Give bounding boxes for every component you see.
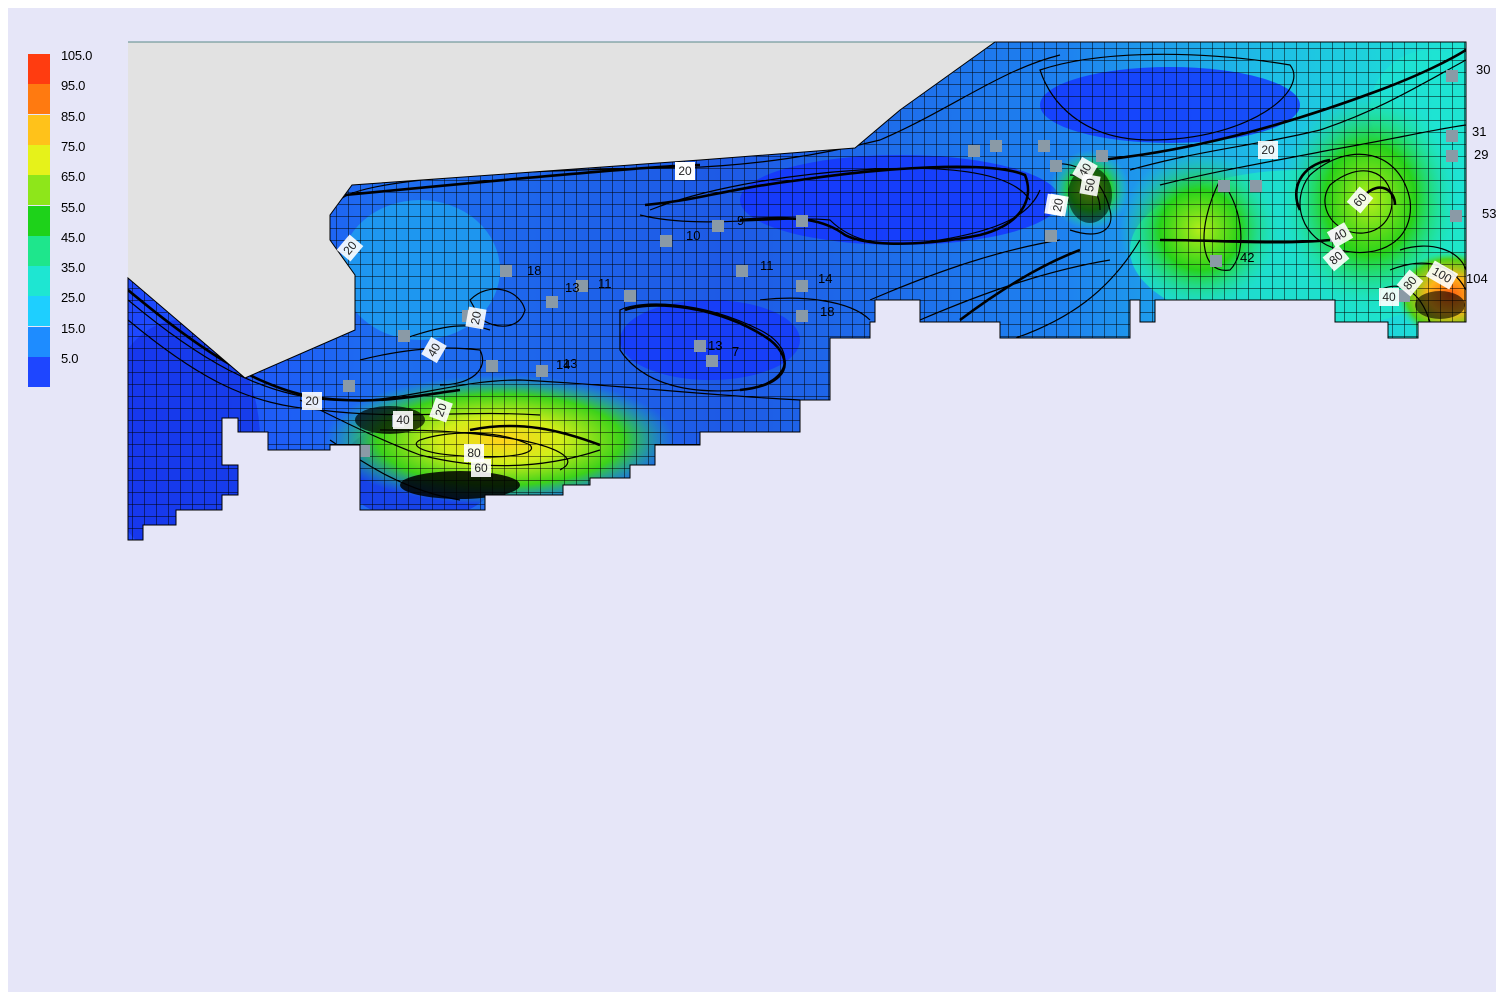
contour-tag-text: 40 [425,340,444,359]
legend-label: 55.0 [61,199,86,215]
contour-tag-text: 40 [396,413,410,427]
legend-swatch [28,144,50,175]
well-value-label: 14 [556,357,570,372]
legend-swatch [28,175,50,206]
well-value-label: 10 [686,228,700,243]
contour-tag-text: 20 [468,310,484,326]
legend-swatch [28,54,50,84]
well-value-label: 13 [565,280,579,295]
well-value-label: 14 [818,271,832,286]
contour-tag-text: 80 [467,446,481,460]
no-data-area [128,42,995,378]
well-value-label: 11 [598,276,612,291]
contour-tag-text: 40 [1076,160,1095,179]
contour-tag: 20 [336,234,364,262]
contour-tag: 20 [429,397,453,423]
well-value-label: 18 [820,304,834,319]
legend-label: 105.0 [61,48,93,63]
contour-tag: 40 [1326,222,1354,248]
contour-tag: 40 [421,336,447,364]
legend-label: 85.0 [61,108,86,124]
contour-tag: 80 [1322,244,1350,272]
well-value-label: 30 [1476,62,1490,77]
legend-label: 5.0 [61,351,79,366]
well-value-label: 29 [1474,147,1488,162]
contour-tag-text: 40 [1382,290,1396,304]
legend-swatch [28,84,50,115]
well-value-label: 9 [737,213,744,228]
contour-tag-text: 20 [678,164,692,178]
contour-tag: 80 [1396,269,1424,297]
legend-swatch [28,235,50,266]
contour-tag: 20 [1047,193,1069,217]
contour-tag-text: 20 [1261,143,1275,157]
legend-swatch [28,266,50,297]
well-value-label: 53 [1482,206,1496,221]
legend-swatch [28,296,50,327]
contour-tag: 40 [1379,288,1399,306]
legend-label: 75.0 [61,138,86,154]
well-value-label: 104 [1466,271,1488,286]
contour-tag-text: 40 [1331,225,1350,244]
contour-tag: 20 [675,162,695,180]
legend-label: 95.0 [61,78,86,94]
contour-tag: 60 [471,459,491,477]
contour-tag-text: 20 [1050,197,1066,213]
legend-label: 45.0 [61,229,86,245]
well-value-label: 18 [527,263,541,278]
legend-swatch [28,205,50,236]
contour-tag-text: 50 [1082,177,1098,193]
legend-label: 35.0 [61,260,86,276]
contour-tag: 20 [465,306,487,330]
well-value-label: 13 [708,338,722,353]
well-value-label: 42 [1240,250,1254,265]
contour-tag: 40 [393,411,413,429]
color-legend: 105.0 95.0 85.0 75.0 65.0 55.0 45.0 35.0 25.0 15.… [18,42,118,387]
contour-tag: 80 [464,444,484,462]
contour-value-tags: 2020202040204080602040502020408060408010… [302,141,1459,477]
well-value-label: 13 [563,356,577,371]
contour-tag-text: 60 [474,461,488,475]
well-value-label: 31 [1472,124,1486,139]
contour-tag: 60 [1346,186,1374,214]
contour-tag: 100 [1425,260,1459,290]
well-value-label: 11 [760,258,774,273]
legend-label: 65.0 [61,169,86,185]
legend-label: 25.0 [61,290,86,306]
contour-tag: 50 [1079,173,1101,197]
legend-swatch [28,114,50,145]
legend-label: 15.0 [61,320,86,336]
contour-tag-text: 20 [305,394,319,408]
contour-tag-text: 20 [432,401,450,419]
well-value-label: 7 [732,344,739,359]
contour-tag: 20 [302,392,322,410]
legend-swatch [28,357,50,387]
legend-swatch [28,326,50,357]
contour-tag: 20 [1258,141,1278,159]
